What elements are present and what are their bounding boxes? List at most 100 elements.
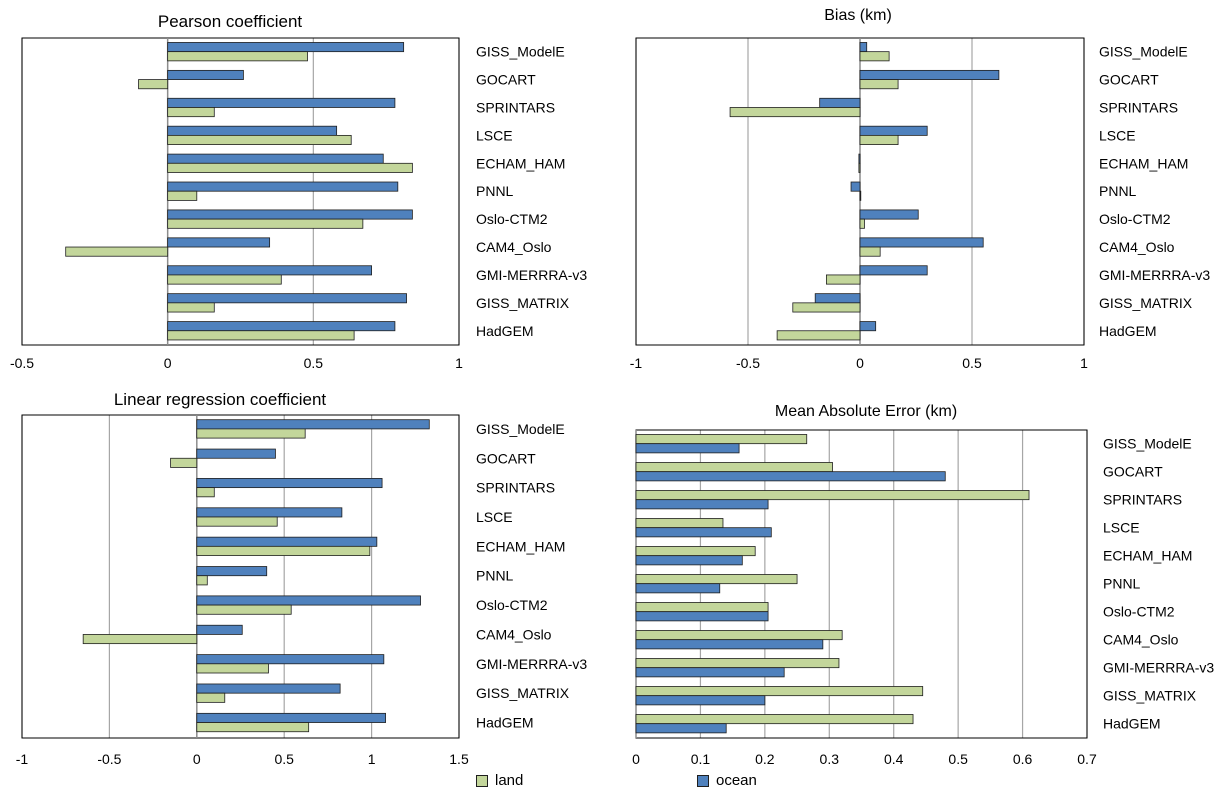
bar-land-sprintars [167, 107, 215, 118]
bar-ocean-cam4-oslo [635, 639, 824, 650]
category-label: GMI-MERRRA-v3 [1099, 267, 1210, 283]
legend-swatch-ocean [697, 774, 709, 787]
category-label: GOCART [476, 72, 536, 88]
bar-land-gocart [859, 79, 899, 90]
bar-ocean-sprintars [819, 97, 861, 108]
category-label: GISS_MATRIX [1103, 688, 1197, 704]
bar-ocean-pnnl [167, 181, 399, 192]
bar-land-lsce [167, 134, 352, 145]
bar-land-echam-ham [635, 546, 756, 557]
bar-land-lsce [859, 134, 899, 145]
category-label: CAM4_Oslo [476, 239, 552, 255]
plot-frame [21, 37, 460, 346]
bar-ocean-hadgem [635, 723, 727, 734]
legend-item-ocean: ocean [697, 772, 757, 789]
bar-land-echam-ham [196, 545, 371, 556]
x-tick-label: -0.5 [10, 355, 34, 371]
x-tick-label: 0.5 [304, 355, 324, 371]
bar-ocean-giss-modele [635, 443, 740, 454]
category-label: Oslo-CTM2 [1099, 211, 1171, 227]
bar-land-gmi-merrra-v3 [826, 274, 861, 285]
legend-label-ocean: ocean [716, 772, 757, 789]
bar-ocean-oslo-ctm2 [196, 595, 421, 606]
bar-ocean-giss-modele [859, 42, 868, 53]
category-label: GISS_ModelE [1103, 436, 1192, 452]
bar-ocean-sprintars [635, 499, 769, 510]
category-label: GOCART [476, 450, 536, 466]
bar-ocean-echam-ham [635, 555, 743, 566]
bar-land-pnnl [196, 575, 208, 586]
bar-land-lsce [635, 518, 724, 529]
x-tick-label: -0.5 [97, 751, 121, 767]
category-label: ECHAM_HAM [1103, 548, 1192, 564]
bar-ocean-echam-ham [167, 153, 384, 164]
legend-label-land: land [495, 772, 524, 789]
bar-land-gocart [635, 462, 833, 473]
bar-ocean-lsce [635, 527, 772, 538]
category-label: LSCE [1099, 127, 1136, 143]
category-label: LSCE [1103, 520, 1140, 536]
x-tick-label: 0 [164, 355, 172, 371]
bar-land-giss-modele [635, 434, 808, 445]
chart-legend: land ocean [0, 772, 1220, 794]
category-label: PNNL [1103, 576, 1141, 592]
category-label: SPRINTARS [1099, 99, 1178, 115]
bar-ocean-giss-matrix [814, 293, 861, 304]
bar-land-hadgem [776, 330, 861, 341]
x-tick-label: 0 [632, 751, 640, 767]
bar-ocean-giss-modele [167, 42, 405, 53]
bar-land-giss-matrix [792, 302, 861, 313]
category-label: HadGEM [1103, 716, 1161, 732]
bar-ocean-sprintars [167, 97, 396, 108]
x-tick-label: 0.5 [274, 751, 294, 767]
bar-land-pnnl [635, 574, 798, 585]
category-label: GISS_MATRIX [476, 295, 570, 311]
bar-ocean-gocart [196, 448, 276, 459]
x-tick-label: 0.3 [820, 751, 840, 767]
category-label: Oslo-CTM2 [476, 597, 548, 613]
bar-ocean-gmi-merrra-v3 [859, 265, 928, 276]
legend-item-land: land [476, 772, 523, 789]
bar-land-giss-modele [167, 51, 308, 62]
chart-title: Mean Absolute Error (km) [775, 403, 957, 420]
category-label: CAM4_Oslo [1099, 239, 1175, 255]
bar-land-gmi-merrra-v3 [196, 663, 269, 674]
bar-ocean-gmi-merrra-v3 [635, 667, 785, 678]
bar-ocean-oslo-ctm2 [167, 209, 413, 220]
x-tick-label: 1 [455, 355, 463, 371]
category-label: ECHAM_HAM [476, 538, 565, 554]
bar-land-oslo-ctm2 [196, 604, 292, 615]
category-label: SPRINTARS [476, 99, 555, 115]
x-tick-label: 1 [1080, 355, 1088, 371]
bar-land-sprintars [635, 490, 1030, 501]
x-tick-label: -1 [16, 751, 29, 767]
category-label: HadGEM [476, 323, 534, 339]
bar-ocean-lsce [196, 507, 343, 518]
bar-ocean-cam4-oslo [167, 237, 271, 248]
category-label: Oslo-CTM2 [476, 211, 548, 227]
x-tick-label: 1 [368, 751, 376, 767]
category-label: HadGEM [1099, 323, 1157, 339]
chart-title: Pearson coefficient [158, 12, 303, 31]
x-tick-label: 0.5 [948, 751, 968, 767]
bar-ocean-echam-ham [196, 536, 378, 547]
category-label: PNNL [476, 183, 514, 199]
category-label: GOCART [1103, 464, 1163, 480]
category-label: LSCE [476, 127, 513, 143]
bar-land-pnnl [859, 190, 862, 201]
bar-land-hadgem [167, 330, 355, 341]
bar-ocean-echam-ham [858, 153, 861, 164]
category-label: PNNL [476, 568, 514, 584]
bar-land-oslo-ctm2 [859, 218, 865, 229]
category-label: GISS_MATRIX [1099, 295, 1193, 311]
x-tick-label: 0.6 [1013, 751, 1033, 767]
bar-ocean-pnnl [635, 583, 721, 594]
bar-ocean-pnnl [196, 566, 268, 577]
bar-land-giss-matrix [196, 692, 226, 703]
plot-frame [21, 414, 460, 739]
bar-land-sprintars [729, 107, 861, 118]
bar-ocean-giss-modele [196, 419, 430, 430]
bar-ocean-hadgem [167, 321, 396, 332]
x-tick-label: 0.5 [962, 355, 982, 371]
category-label: GOCART [1099, 72, 1159, 88]
